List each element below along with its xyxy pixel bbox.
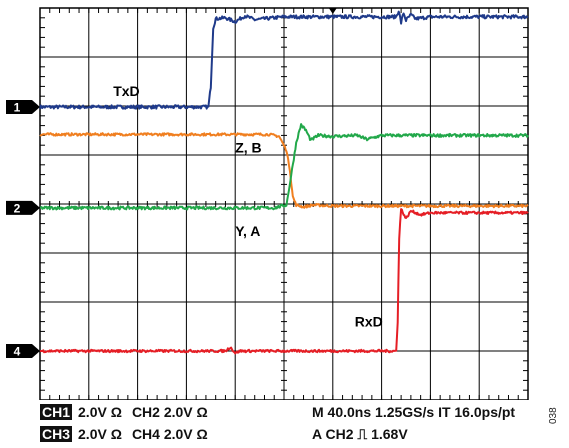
ch1-tag: CH1 [40, 404, 73, 420]
channel-marker-label: 2 [14, 201, 21, 215]
trace-z-b [39, 132, 529, 209]
trace-label: TxD [113, 83, 139, 99]
oscilloscope-plot: 1 2 4 TxD Z, B Y, A RxD [6, 7, 529, 400]
ch3-scale: 2.0V Ω [78, 426, 122, 442]
trace-txd [39, 10, 529, 110]
ch1-scale: 2.0V Ω [78, 404, 122, 420]
channel-marker-1 [6, 99, 40, 114]
channel-marker-2 [6, 200, 40, 215]
trigger-readout: A CH2 ⎍ 1.68V [312, 426, 408, 442]
ch2-scale: CH2 2.0V Ω [131, 404, 208, 420]
status-line-2: CH3 2.0V Ω CH4 2.0V Ω [40, 426, 208, 442]
ch4-scale: CH4 2.0V Ω [131, 426, 208, 442]
traces [39, 10, 529, 355]
graticule [39, 7, 529, 400]
trace-y-a [39, 123, 529, 211]
trace-label: Y, A [235, 223, 260, 239]
trace-rxd [39, 208, 529, 355]
channel-marker-4 [6, 344, 40, 358]
channel-marker-label: 1 [14, 100, 21, 114]
figure-id: 038 [548, 407, 559, 424]
trace-labels: TxD Z, B Y, A RxD [113, 83, 383, 329]
status-line-1: CH1 2.0V Ω CH2 2.0V Ω [40, 404, 208, 420]
channel-markers: 1 2 4 [6, 99, 40, 359]
channel-marker-label: 4 [14, 345, 21, 359]
trace-label: Z, B [235, 140, 261, 156]
ch3-tag: CH3 [40, 426, 73, 442]
timebase-readout: M 40.0ns 1.25GS/s IT 16.0ps/pt [312, 404, 516, 420]
trigger-position-marker [328, 8, 337, 14]
trace-label: RxD [355, 314, 383, 330]
